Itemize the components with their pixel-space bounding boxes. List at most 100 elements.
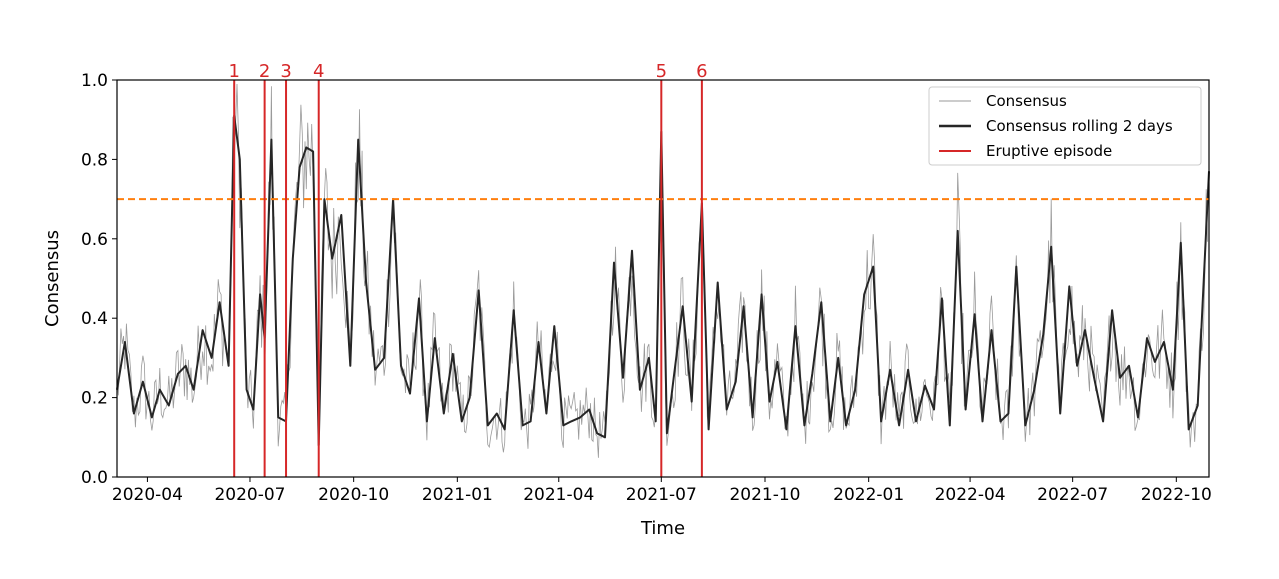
rolling-point-92 [863, 293, 865, 295]
rolling-point-43 [452, 353, 454, 355]
rolling-point-93 [872, 266, 874, 268]
rolling-point-5 [159, 389, 161, 391]
rolling-point-34 [374, 369, 376, 371]
rolling-point-80 [761, 293, 763, 295]
rolling-point-20 [270, 139, 272, 141]
x-tick-label-3: 2021-01 [422, 485, 493, 505]
rolling-point-25 [305, 146, 307, 149]
rolling-point-63 [622, 377, 624, 379]
y-tick-label-5: 1.0 [81, 71, 108, 91]
rolling-point-117 [1076, 365, 1078, 367]
rolling-point-52 [530, 420, 532, 422]
rolling-point-74 [708, 428, 710, 430]
rolling-point-110 [1015, 266, 1017, 268]
episode-label-1: 1 [228, 61, 239, 82]
rolling-point-13 [228, 365, 230, 367]
rolling-point-44 [461, 420, 463, 422]
rolling-point-2 [133, 412, 135, 415]
rolling-point-118 [1084, 329, 1086, 331]
rolling-point-23 [292, 258, 294, 260]
rolling-point-126 [1154, 361, 1156, 363]
rolling-point-109 [1007, 412, 1010, 415]
rolling-point-98 [915, 420, 917, 422]
rolling-point-100 [933, 408, 935, 411]
rolling-point-55 [553, 325, 555, 327]
rolling-point-50 [513, 309, 515, 311]
legend-label-consensus: Consensus [986, 92, 1067, 110]
y-tick-label-4: 0.8 [81, 150, 108, 170]
rolling-point-86 [811, 373, 813, 375]
rolling-point-15 [239, 158, 241, 160]
legend-label-rolling: Consensus rolling 2 days [986, 117, 1173, 135]
rolling-point-58 [579, 416, 581, 418]
rolling-point-59 [588, 408, 590, 411]
rolling-point-38 [409, 393, 411, 395]
rolling-point-89 [837, 357, 839, 359]
rolling-point-51 [522, 424, 524, 426]
rolling-point-129 [1180, 242, 1182, 244]
rolling-point-67 [655, 420, 657, 422]
rolling-point-10 [202, 329, 204, 331]
rolling-point-76 [726, 408, 728, 411]
rolling-point-121 [1111, 309, 1113, 311]
rolling-point-40 [426, 420, 428, 422]
rolling-point-64 [631, 250, 633, 252]
rolling-point-78 [743, 305, 745, 307]
y-tick-label-2: 0.4 [81, 309, 108, 329]
rolling-point-104 [965, 408, 967, 411]
rolling-point-33 [365, 281, 367, 284]
rolling-point-35 [383, 357, 385, 359]
rolling-point-125 [1146, 337, 1148, 339]
rolling-point-112 [1033, 389, 1035, 391]
x-axis: 2020-04 2020-07 2020-10 2021-01 2021-04 2021-… [112, 477, 1212, 505]
rolling-point-108 [999, 420, 1002, 422]
rolling-point-65 [639, 389, 641, 391]
rolling-point-106 [981, 420, 984, 422]
rolling-point-131 [1197, 404, 1199, 407]
rolling-point-85 [803, 424, 806, 426]
rolling-point-91 [854, 389, 856, 391]
rolling-point-47 [487, 424, 489, 426]
rolling-point-99 [924, 385, 926, 387]
legend-box [928, 86, 1202, 166]
x-tick-label-0: 2020-04 [112, 485, 183, 505]
x-tick-label-8: 2022-04 [935, 485, 1006, 505]
x-axis-title: Time [640, 518, 685, 539]
rolling-point-41 [434, 337, 436, 339]
rolling-point-66 [648, 357, 650, 359]
rolling-point-119 [1093, 377, 1095, 379]
rolling-point-79 [752, 416, 754, 418]
rolling-point-24 [299, 166, 301, 168]
rolling-point-9 [193, 389, 195, 391]
legend: Consensus Consensus rolling 2 days Erupt… [928, 86, 1202, 166]
rolling-point-83 [785, 428, 788, 430]
rolling-point-18 [259, 293, 261, 295]
rolling-point-62 [613, 262, 615, 264]
rolling-point-4 [151, 416, 153, 418]
rolling-point-128 [1172, 389, 1174, 391]
rolling-point-127 [1163, 341, 1165, 343]
rolling-point-123 [1128, 365, 1130, 367]
rolling-point-107 [990, 329, 993, 331]
rolling-point-130 [1188, 428, 1190, 430]
rolling-point-90 [845, 424, 847, 426]
episode-label-5: 5 [656, 61, 667, 82]
rolling-point-97 [907, 369, 909, 371]
rolling-point-94 [880, 420, 882, 422]
rolling-point-122 [1119, 377, 1121, 379]
rolling-point-26 [312, 150, 314, 153]
rolling-point-71 [682, 305, 684, 307]
rolling-point-39 [418, 297, 420, 299]
x-tick-label-4: 2021-04 [523, 485, 594, 505]
rolling-point-48 [496, 412, 498, 415]
episode-label-3: 3 [280, 61, 291, 82]
episode-label-2: 2 [259, 61, 270, 82]
rolling-point-103 [957, 230, 959, 232]
rolling-point-45 [469, 397, 471, 399]
rolling-point-46 [478, 289, 480, 291]
rolling-point-75 [717, 281, 719, 284]
episode-label-4: 4 [313, 61, 324, 82]
rolling-point-87 [820, 301, 822, 303]
rolling-point-56 [562, 424, 564, 426]
